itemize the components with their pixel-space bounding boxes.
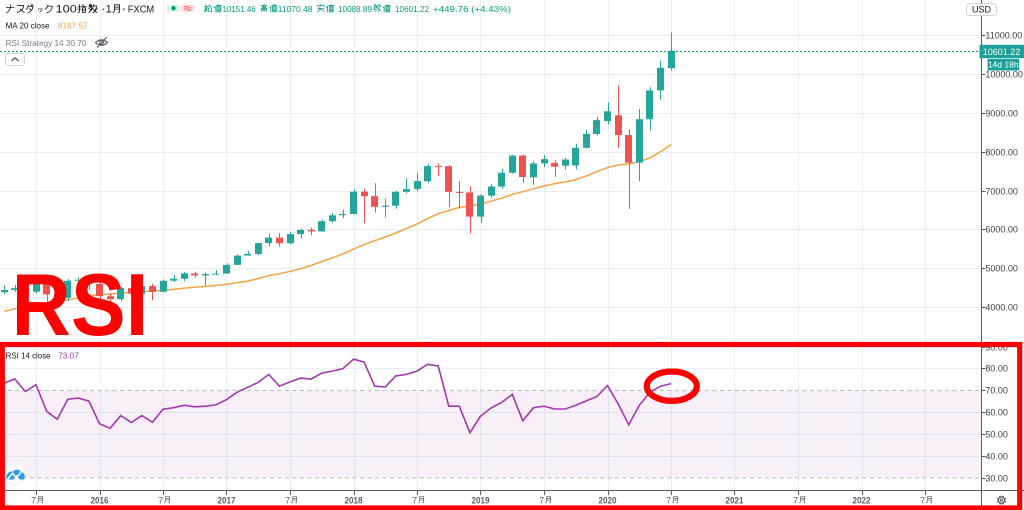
svg-text:7000.00: 7000.00	[985, 187, 1018, 197]
svg-text:2020: 2020	[599, 495, 617, 505]
svg-text:RSI Strategy 14 30 70: RSI Strategy 14 30 70	[6, 38, 87, 48]
svg-text:7: 7	[31, 495, 36, 505]
svg-text:14d 18h: 14d 18h	[988, 60, 1019, 70]
svg-text:5000.00: 5000.00	[985, 264, 1018, 274]
svg-text:60.00: 60.00	[985, 408, 1008, 418]
svg-text:7: 7	[793, 495, 798, 505]
svg-text:7: 7	[539, 495, 544, 505]
svg-text:8000.00: 8000.00	[985, 148, 1018, 158]
svg-text:4000.00: 4000.00	[985, 303, 1018, 313]
svg-text:80.00: 80.00	[985, 364, 1008, 374]
svg-text:RSI 14 close: RSI 14 close	[6, 351, 51, 361]
svg-text:RSI: RSI	[12, 255, 149, 354]
svg-text:11000.00: 11000.00	[985, 31, 1022, 41]
svg-text:10000.00: 10000.00	[985, 70, 1023, 80]
svg-text:50.00: 50.00	[985, 430, 1008, 440]
svg-text:9000.00: 9000.00	[985, 109, 1018, 119]
svg-text:6000.00: 6000.00	[985, 225, 1018, 235]
svg-text:8167.57: 8167.57	[58, 20, 88, 30]
svg-text:7: 7	[920, 495, 925, 505]
svg-text:11070.48: 11070.48	[278, 4, 313, 14]
svg-text:2019: 2019	[472, 495, 490, 505]
svg-text:1: 1	[106, 3, 112, 15]
svg-text:73.07: 73.07	[58, 351, 79, 361]
svg-text:2018: 2018	[345, 495, 363, 505]
svg-text:10088.89: 10088.89	[338, 4, 372, 14]
svg-text:USD: USD	[972, 5, 992, 15]
svg-text:7: 7	[285, 495, 290, 505]
svg-text:+449.76 (+4.43%): +449.76 (+4.43%)	[433, 4, 511, 14]
svg-text:2021: 2021	[726, 495, 744, 505]
svg-text:2022: 2022	[853, 495, 871, 505]
svg-text:7: 7	[666, 495, 671, 505]
svg-text:2016: 2016	[91, 495, 109, 505]
svg-text:70.00: 70.00	[985, 386, 1008, 396]
svg-text:FXCM: FXCM	[128, 3, 154, 15]
svg-text:MA 20 close: MA 20 close	[6, 20, 50, 30]
svg-text:2017: 2017	[218, 495, 236, 505]
svg-text:30.00: 30.00	[985, 474, 1008, 484]
svg-text:10601.22: 10601.22	[983, 47, 1021, 57]
svg-text:90.00: 90.00	[985, 343, 1008, 353]
svg-text:40.00: 40.00	[985, 452, 1008, 462]
svg-text:10601.22: 10601.22	[395, 4, 429, 14]
svg-text:7: 7	[158, 495, 163, 505]
svg-text:7: 7	[412, 495, 417, 505]
svg-text:100: 100	[56, 3, 77, 15]
svg-text:10151.46: 10151.46	[223, 4, 257, 14]
